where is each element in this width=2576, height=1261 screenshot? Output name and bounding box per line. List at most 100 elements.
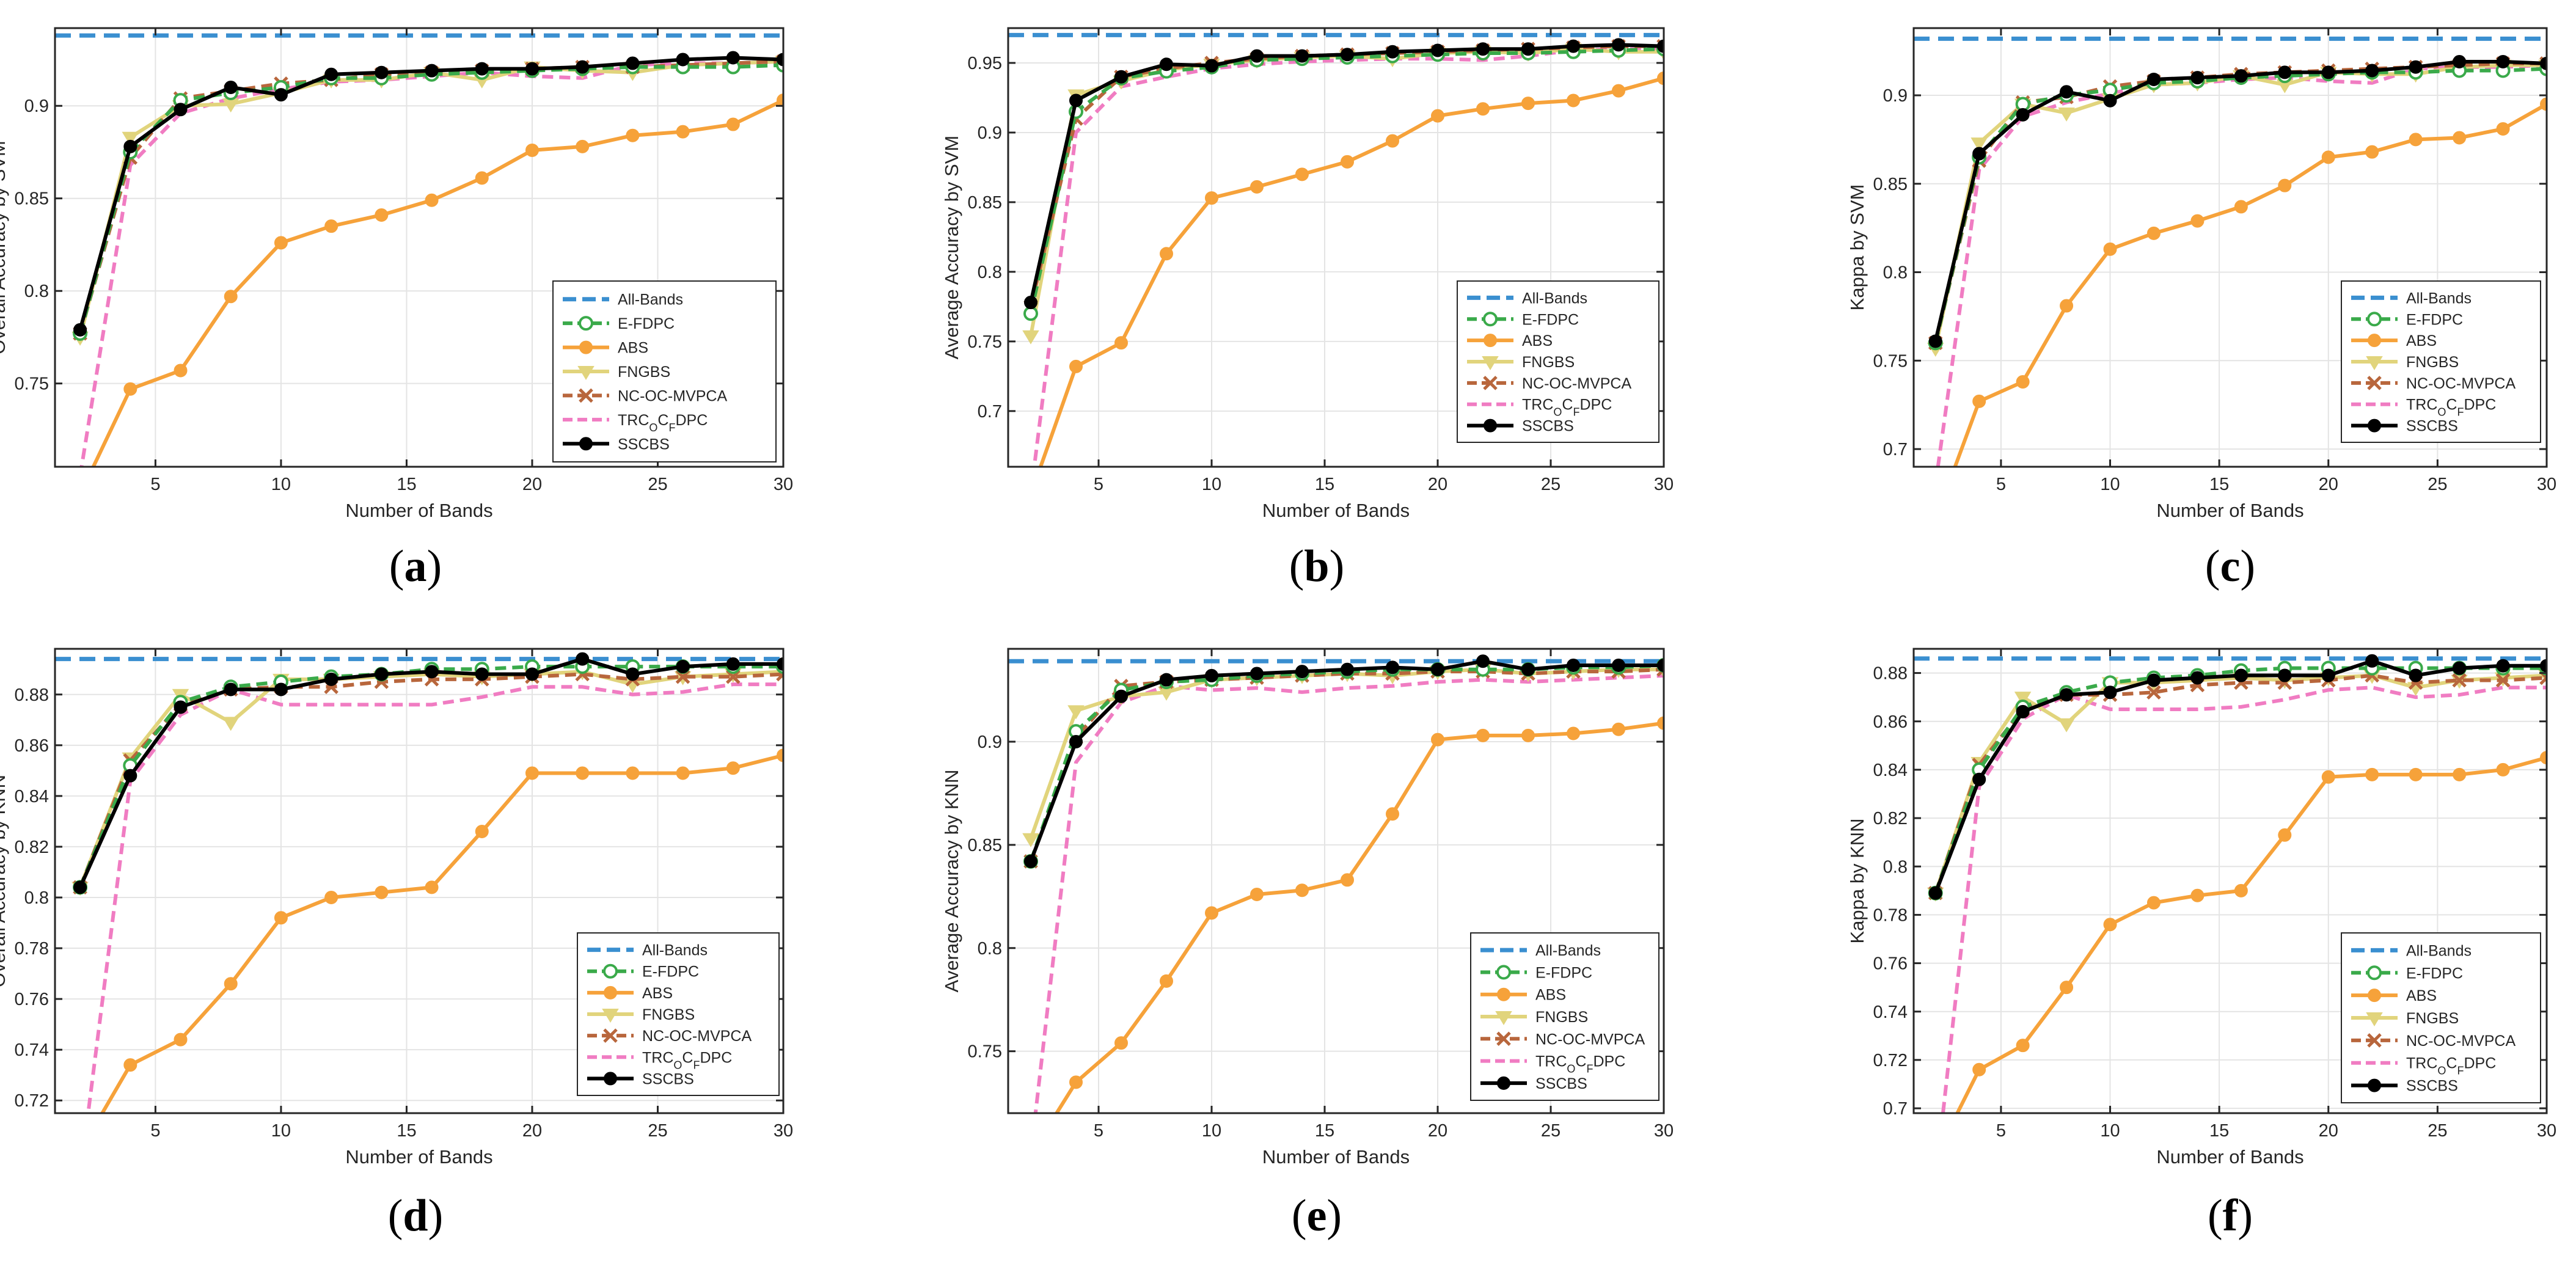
x-tick-label: 25 [2428,1121,2447,1141]
axes-box [1912,648,2548,1114]
series-abs [1054,716,1664,1113]
data-point-abs [1476,728,1490,742]
x-tick-label: 5 [1094,1121,1103,1141]
data-point-sscbs [324,672,338,686]
x-tick-label: 15 [397,1121,416,1141]
data-point-abs [1069,359,1083,373]
x-tick-label: 5 [1996,1121,2006,1141]
legend-marker-fngbs [2366,356,2383,370]
x-tick-label: 20 [522,475,542,494]
x-tick-label: 30 [774,475,793,494]
data-point-abs [525,143,539,157]
y-tick-label: 0.76 [15,990,49,1009]
legend-marker-abs [604,985,617,1000]
x-tick-label: 20 [1428,1121,1447,1141]
legend-marker-e-fdpc [2367,965,2382,981]
legend-marker-e-fdpc [2367,312,2382,327]
axes-box [54,27,785,468]
legend-marker-sscbs [1497,1076,1510,1090]
data-point-abs [576,766,590,780]
data-point-abs [1972,1062,1986,1076]
data-point-sscbs [2496,55,2510,69]
data-point-abs [1295,167,1309,181]
axes-box [54,648,785,1114]
data-point-abs [1386,134,1399,148]
data-point-sscbs [2365,654,2379,668]
data-point-abs [224,977,238,991]
data-point-abs [174,1033,188,1047]
data-point-sscbs [1612,659,1625,673]
data-point-abs [375,208,389,222]
legend-label-trc-oc-fdpc: TRCOCFDPC [2406,1055,2496,1077]
data-point-sscbs [174,700,188,714]
x-axis-label: Number of Bands [1262,500,1410,521]
legend-marker-e-fdpc [603,963,618,979]
data-point-sscbs [2409,60,2423,74]
y-tick-label: 0.8 [24,888,49,908]
series-line-e-fdpc [1029,47,1664,314]
y-tick-label: 0.8 [1883,857,1908,877]
panel-label-e: (e) [1291,1191,1342,1241]
y-tick-label: 0.7 [1883,1099,1908,1119]
data-point-fngbs [2058,718,2075,733]
y-tick-label: 0.95 [968,54,1002,73]
y-tick-label: 0.9 [1883,86,1908,106]
data-point-abs [2365,145,2379,159]
legend-marker-abs [2368,334,2381,348]
data-point-sscbs [1972,772,1986,786]
y-tick-label: 0.8 [24,282,49,301]
legend-label-part: TRC [2406,397,2437,414]
data-point-abs [2190,214,2205,228]
data-point-sscbs [73,880,87,894]
legend-label-abs: ABS [642,985,673,1002]
data-point-sscbs [2190,71,2205,85]
y-tick-label: 0.8 [978,263,1002,282]
data-point-sscbs [1024,296,1037,310]
x-tick-label: 10 [271,475,291,494]
data-point-sscbs [726,657,740,671]
data-point-abs [2190,888,2205,902]
legend-label-part: C [2446,1055,2457,1072]
data-point-sscbs [174,103,188,117]
data-point-abs [1069,1075,1083,1089]
x-tick-label: 5 [150,475,160,494]
y-tick-label: 0.78 [15,939,49,959]
data-point-sscbs [1160,57,1173,71]
legend-label-trc-oc-fdpc: TRCOCFDPC [618,412,708,434]
x-tick-label: 25 [1541,475,1561,494]
y-tick-label: 0.8 [978,939,1002,959]
data-point-sscbs [2278,65,2292,79]
legend: All-Bands E-FDPC ABS FNGBS NC-OC-MVPCA TRCOCF… [552,280,777,462]
x-tick-label: 30 [2537,1121,2556,1141]
data-point-abs [1567,93,1580,108]
legend-marker-nc-oc-mvpca [1496,1031,1511,1047]
series-group [1914,654,2547,1113]
data-point-abs [224,290,238,304]
legend-label-e-fdpc: E-FDPC [2406,311,2463,328]
legend-label-fngbs: FNGBS [642,1006,695,1023]
data-point-sscbs [1567,39,1580,53]
legend-label-all-bands: All-Bands [2406,942,2472,959]
legend-label-part: C [657,412,668,429]
y-tick-label: 0.88 [15,685,49,705]
legend-label-sscbs: SSCBS [618,436,670,453]
data-point-abs [1386,807,1399,821]
legend-label-fngbs: FNGBS [2406,1010,2459,1027]
legend-label-trc-oc-fdpc: TRCOCFDPC [642,1049,732,1071]
legend-label-part: F [2457,1065,2464,1077]
panel-label-b: (b) [1289,541,1345,591]
data-point-sscbs [1928,886,1942,900]
series-abs [1953,97,2547,467]
data-point-abs [1341,873,1354,887]
data-point-abs [676,766,690,780]
data-point-abs [1025,489,1037,501]
panel-b: 5 10 15 20 25 30 0.7 0.75 0.8 0.85 0.9 0.95 Number o… [858,0,1717,611]
legend-label-part: DPC [675,412,708,429]
data-point-abs [1567,726,1580,740]
legend-marker-nc-oc-mvpca [2367,376,2382,390]
data-point-sscbs [1341,662,1354,676]
data-point-sscbs [1386,45,1399,59]
y-tick-label: 0.75 [968,1042,1002,1062]
data-point-fngbs [2058,107,2075,122]
data-point-abs [174,364,188,378]
